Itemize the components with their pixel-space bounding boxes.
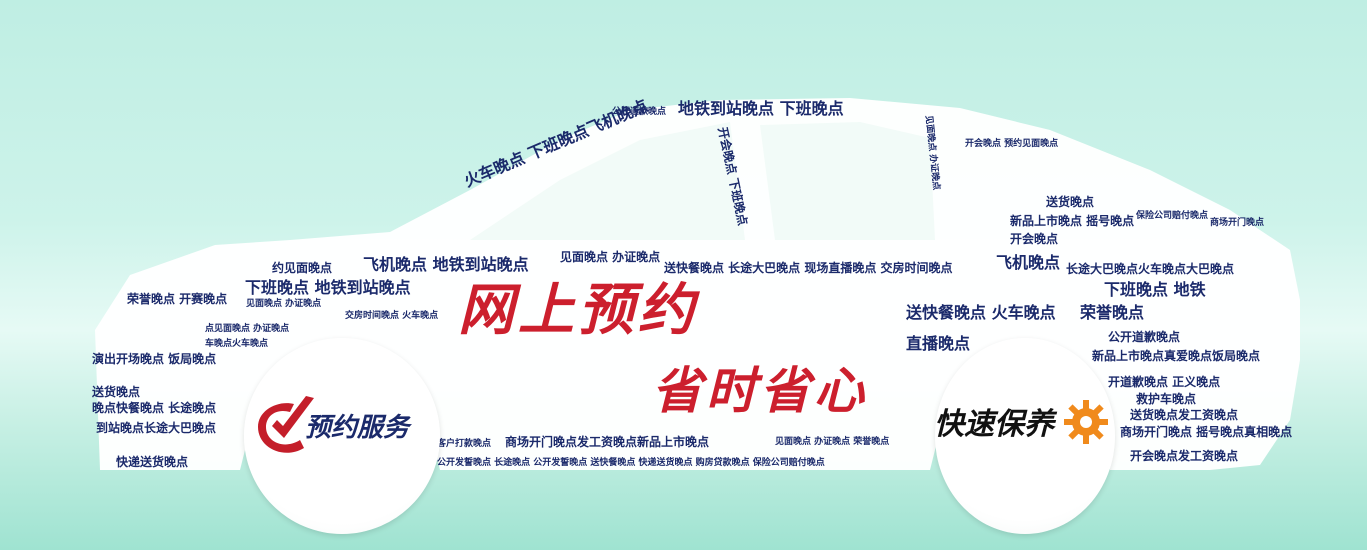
word-cloud-phrase: 商场开门晚点发工资晚点新品上市晚点 [505,435,710,449]
car-window-left [470,122,745,240]
word-cloud-phrase: 下班晚点 地铁到站晚点 [245,278,411,297]
word-cloud-phrase: 送货晚点 [1046,195,1095,209]
left-wheel-badge [244,338,440,534]
word-cloud-phrase: 保险公司赔付晚点 [1136,211,1209,221]
right-badge-label: 快速保养 [934,407,1054,442]
word-cloud-phrase: 开道歉晚点 正义晚点 [1108,375,1221,389]
word-cloud-phrase: 到站晚点长途大巴晚点 [96,421,217,435]
gear-icon [1064,400,1108,444]
car-window-right [760,122,935,240]
word-cloud-phrase: 荣誉晚点 [1080,303,1145,322]
word-cloud-phrase: 荣誉晚点 开赛晚点 [127,292,228,306]
word-cloud-phrase: 快递送货晚点 [116,455,189,469]
word-cloud-phrase: 商场开门晚点 摇号晚点真相晚点 [1120,425,1293,439]
headline-line-1: 网上预约 [458,278,698,343]
word-cloud-phrase: 商场开门晚点 [1210,218,1265,228]
word-cloud-phrase: 公开道歉晚点 [1108,330,1181,344]
word-cloud-phrase: 飞机晚点 [996,253,1061,272]
word-cloud-phrase: 开会晚点 预约见面晚点 [965,139,1059,149]
word-cloud-phrase: 晚点快餐晚点 长途晚点 [92,401,217,415]
word-cloud-phrase: 开会晚点发工资晚点 [1130,449,1239,463]
word-cloud-phrase: 演出开场晚点 饭局晚点 [92,352,217,366]
headline-line-2: 省时省心 [652,362,868,420]
word-cloud-phrase: 见面晚点 办证晚点 荣誉晚点 [775,437,890,447]
word-cloud-phrase: 公开发誓晚点 长途晚点 公开发誓晚点 送快餐晚点 快递送货晚点 购房贷款晚点 保… [437,458,825,468]
word-cloud-phrase: 新品上市晚点 摇号晚点 [1010,214,1135,228]
word-cloud-phrase: 送快餐晚点 长途大巴晚点 现场直播晚点 交房时间晚点 [664,261,953,275]
word-cloud-phrase: 交房时间晚点 火车晚点 [345,311,439,321]
word-cloud-phrase: 送快餐晚点 火车晚点 [906,303,1056,322]
left-badge-label: 预约服务 [305,413,410,443]
word-cloud-phrase: 地铁到站晚点 下班晚点 [678,99,844,118]
word-cloud-phrase: 飞机晚点 地铁到站晚点 [363,255,529,274]
word-cloud-phrase: 见面晚点 办证晚点 [246,299,322,309]
checkmark-icon [258,396,314,453]
word-cloud-phrase: 见面晚点 办证晚点 [560,250,661,264]
word-cloud-phrase: 直播晚点 [906,334,971,353]
word-cloud-phrase: 送货晚点 [92,385,141,399]
word-cloud-phrase: 救护车晚点 [1136,392,1197,406]
word-cloud-phrase: 车晚点火车晚点 [205,339,269,349]
word-cloud-phrase: 点见面晚点 办证晚点 [205,324,290,334]
word-cloud-phrase: 新品上市晚点真爱晚点饭局晚点 [1092,349,1261,363]
word-cloud-phrase: 约见面晚点 [272,261,333,275]
word-cloud-phrase: 长途大巴晚点火车晚点大巴晚点 [1066,262,1235,276]
word-cloud-phrase: 公开道歉晚点 [612,107,667,117]
word-cloud-phrase: 客户打款晚点 [437,439,492,449]
word-cloud-phrase: 开会晚点 [1010,232,1059,246]
word-cloud-phrase: 送货晚点发工资晚点 [1130,408,1239,422]
word-cloud-phrase: 下班晚点 地铁 [1104,280,1206,299]
